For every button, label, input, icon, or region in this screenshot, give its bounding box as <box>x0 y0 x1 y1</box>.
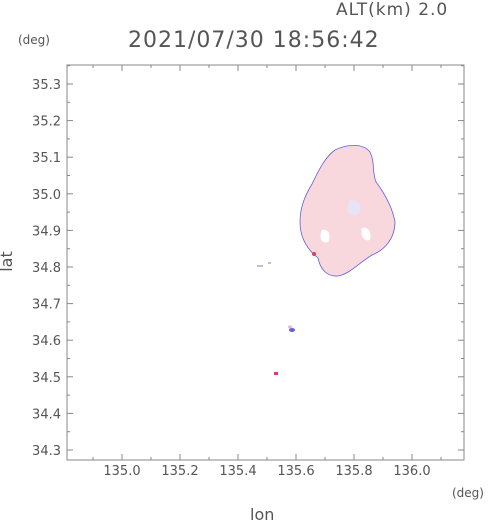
timestamp-title: 2021/07/30 18:56:42 <box>128 28 380 53</box>
y-tick-label: 35.3 <box>32 78 61 93</box>
x-tick-label: 135.2 <box>161 464 198 479</box>
altitude-label: ALT(km) 2.0 <box>336 0 449 20</box>
x-tick-label: 135.6 <box>277 464 314 479</box>
x-tick-label: 136.0 <box>393 464 430 479</box>
y-tick-label: 34.8 <box>32 261 61 276</box>
y-tick-label: 34.4 <box>32 407 61 422</box>
y-tick-label: 34.3 <box>32 444 61 459</box>
x-tick-label: 135.4 <box>219 464 256 479</box>
y-tick-label: 34.7 <box>32 298 61 313</box>
x-tick-label: 135.0 <box>103 464 140 479</box>
y-tick-label: 34.6 <box>32 334 61 349</box>
x-axis-unit: (deg) <box>452 486 484 500</box>
axis-ticks: 135.0 135.2 135.4 135.6 135.8 136.0 35.3 35.2 35… <box>32 65 464 479</box>
y-tick-label: 35.0 <box>32 188 61 203</box>
x-tick-label: 135.8 <box>335 464 372 479</box>
y-tick-label: 34.5 <box>32 371 61 386</box>
y-tick-label: 34.9 <box>32 224 61 239</box>
plot-frame <box>66 64 465 461</box>
echo-small-cells <box>257 262 295 375</box>
y-tick-label: 35.1 <box>32 151 61 166</box>
echo-main-cell <box>299 144 396 277</box>
y-tick-label: 35.2 <box>32 115 61 130</box>
x-axis-label: lon <box>250 505 275 524</box>
y-axis-unit: (deg) <box>18 33 50 47</box>
